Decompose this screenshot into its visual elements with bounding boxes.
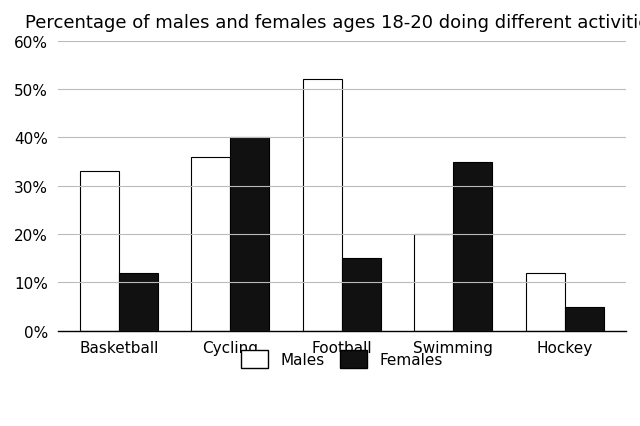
Bar (414, 234, 453, 331)
Bar (230, 138, 269, 331)
Bar (453, 162, 492, 331)
Bar (565, 307, 604, 331)
Bar (191, 157, 230, 331)
Bar (526, 273, 565, 331)
Legend: Males, Females: Males, Females (233, 343, 451, 375)
Bar (80, 172, 119, 331)
Title: Percentage of males and females ages 18-20 doing different activities: Percentage of males and females ages 18-… (25, 14, 640, 32)
Bar (119, 273, 158, 331)
Bar (303, 80, 342, 331)
Bar (342, 259, 381, 331)
